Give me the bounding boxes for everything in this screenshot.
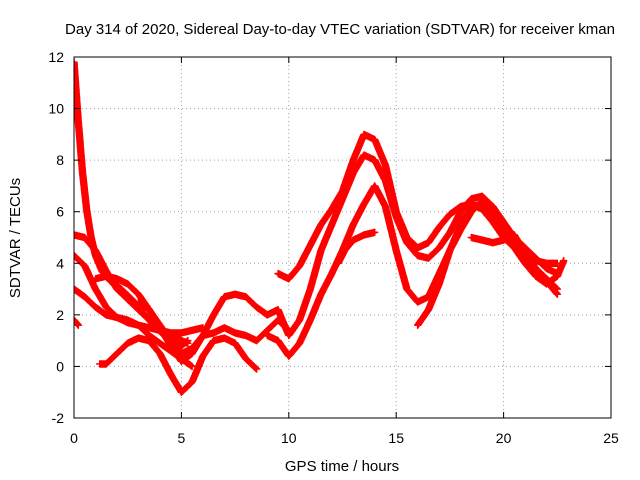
- y-tick-label: 0: [56, 358, 64, 374]
- grid-layer: [74, 57, 611, 418]
- data-series: [96, 334, 261, 396]
- series-layer: [74, 58, 568, 396]
- y-tick-label: 10: [48, 101, 64, 117]
- tick-layer: 0 5 10 15 20 25 -2 0 2 4 6 8 10 12: [48, 49, 619, 446]
- y-tick-label: 6: [56, 204, 64, 220]
- y-tick-label: 12: [48, 49, 64, 65]
- data-series: [467, 231, 562, 298]
- data-series: [134, 298, 293, 358]
- series-markers: [467, 231, 562, 298]
- y-tick-label: 2: [56, 307, 64, 323]
- y-tick-label: 8: [56, 152, 64, 168]
- x-tick-label: 20: [496, 430, 512, 446]
- x-tick-label: 15: [388, 430, 404, 446]
- series-markers: [263, 182, 562, 360]
- data-series: [263, 182, 562, 360]
- x-tick-label: 10: [281, 430, 297, 446]
- y-tick-label: 4: [56, 255, 64, 271]
- x-tick-label: 0: [70, 430, 78, 446]
- x-tick-label: 5: [178, 430, 186, 446]
- series-markers: [334, 228, 379, 268]
- series-group: [74, 58, 568, 396]
- series-markers: [96, 334, 261, 396]
- chart-title: Day 314 of 2020, Sidereal Day-to-day VTE…: [65, 21, 615, 38]
- series-markers: [134, 298, 293, 358]
- x-axis-label: GPS time / hours: [285, 458, 399, 475]
- data-series: [74, 316, 83, 329]
- series-markers: [74, 316, 83, 329]
- x-tick-label: 25: [603, 430, 619, 446]
- data-series: [334, 228, 379, 268]
- y-tick-label: -2: [52, 410, 65, 426]
- y-axis-label: SDTVAR / TECUs: [7, 178, 24, 298]
- plot-frame: [73, 56, 612, 419]
